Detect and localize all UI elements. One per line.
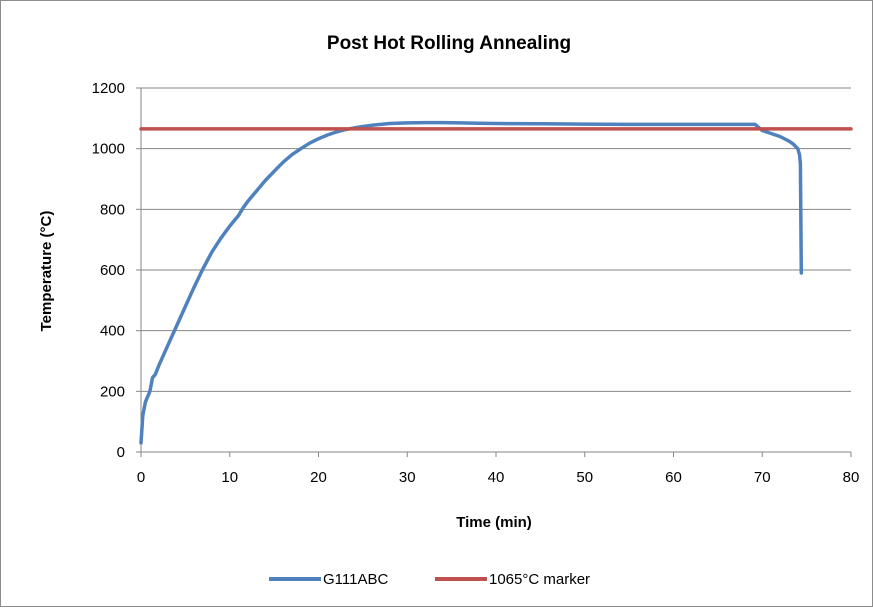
y-tick-label: 1200 — [92, 80, 125, 97]
legend-item-g111abc-label: G111ABC — [323, 571, 388, 588]
y-tick-label: 0 — [117, 444, 125, 461]
series-layer — [139, 120, 853, 445]
grid-layer — [141, 87, 851, 392]
y-axis-label: Temperature (°C) — [38, 211, 55, 332]
x-tick-label: 20 — [310, 469, 327, 486]
y-tick-label: 600 — [100, 262, 125, 279]
x-tick-label: 0 — [137, 469, 145, 486]
x-tick-label: 70 — [754, 469, 771, 486]
x-tick-label: 10 — [221, 469, 238, 486]
chart-title: Post Hot Rolling Annealing — [327, 33, 571, 54]
x-tick-label: 50 — [576, 469, 593, 486]
x-axis-label: Time (min) — [456, 514, 532, 531]
y-tick-label: 400 — [100, 323, 125, 340]
x-tick-label: 80 — [843, 469, 860, 486]
legend-item-marker-label: 1065°C marker — [489, 571, 590, 588]
x-tick-label: 60 — [665, 469, 682, 486]
y-tick-label: 200 — [100, 383, 125, 400]
legend: G111ABC 1065°C marker — [269, 571, 590, 588]
x-tick-label: 30 — [399, 469, 416, 486]
axis-layer: 0 200 400 600 800 1000 1200 0 10 20 30 40 50 60 70 80 — [92, 80, 860, 486]
y-tick-label: 1000 — [92, 141, 125, 158]
y-tick-label: 800 — [100, 201, 125, 218]
series-line-g111abc — [139, 120, 804, 445]
x-tick-label: 40 — [488, 469, 505, 486]
